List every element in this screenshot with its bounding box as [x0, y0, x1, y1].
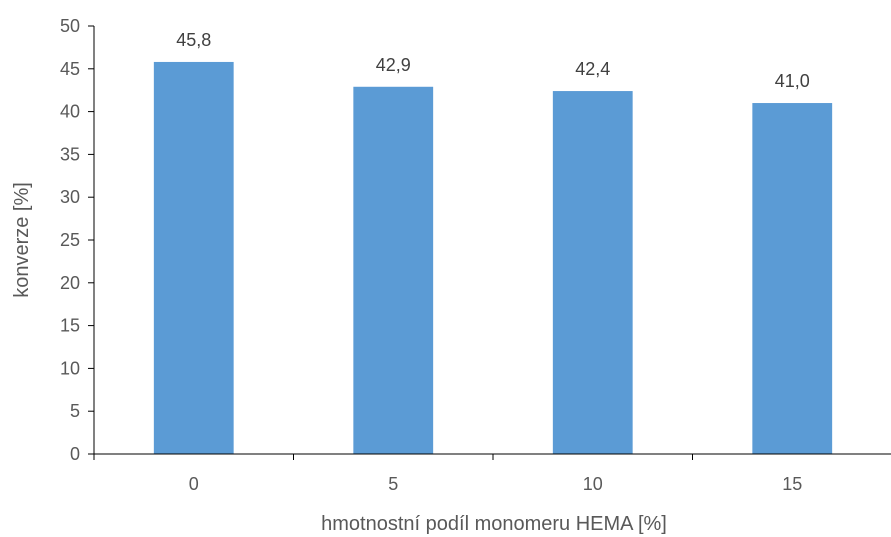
- y-axis-ticks: 0 5 10 15 20 25 30 35 40 45 50: [60, 16, 94, 464]
- x-tick-label: 0: [189, 474, 199, 494]
- data-labels: 45,8 42,9 42,4 41,0: [176, 30, 810, 91]
- x-tick-label: 15: [782, 474, 802, 494]
- bars: [153, 61, 833, 455]
- bar: [353, 86, 434, 454]
- y-tick-label: 50: [60, 16, 80, 36]
- x-axis-ticks: 0 5 10 15: [93, 454, 802, 494]
- data-label: 41,0: [775, 71, 810, 91]
- bar: [552, 91, 633, 454]
- data-label: 42,9: [376, 55, 411, 75]
- data-label: 42,4: [575, 59, 610, 79]
- y-tick-label: 35: [60, 144, 80, 164]
- y-axis-title: konverze [%]: [11, 182, 33, 298]
- x-axis-title: hmotnostní podíl monomeru HEMA [%]: [321, 513, 667, 535]
- y-tick-label: 15: [60, 316, 80, 336]
- data-label: 45,8: [176, 30, 211, 50]
- y-tick-label: 25: [60, 230, 80, 250]
- bar: [153, 61, 234, 455]
- x-tick-label: 5: [388, 474, 398, 494]
- y-tick-label: 10: [60, 358, 80, 378]
- y-tick-label: 20: [60, 273, 80, 293]
- y-tick-label: 0: [70, 444, 80, 464]
- bar: [752, 103, 833, 454]
- x-tick-label: 10: [583, 474, 603, 494]
- y-tick-label: 5: [70, 401, 80, 421]
- y-tick-label: 40: [60, 102, 80, 122]
- y-tick-label: 30: [60, 187, 80, 207]
- y-tick-label: 45: [60, 59, 80, 79]
